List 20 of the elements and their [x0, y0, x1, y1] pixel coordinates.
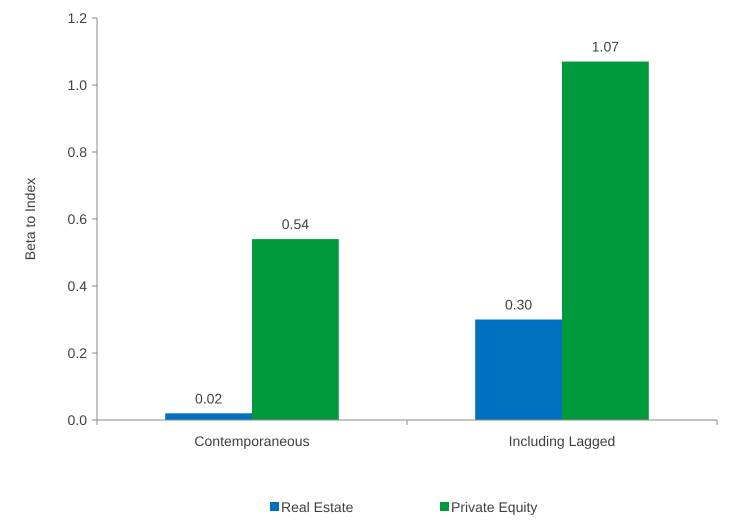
data-label: 0.30 [504, 296, 532, 312]
data-label: 0.54 [282, 216, 310, 232]
y-tick-label: 0.4 [68, 278, 88, 294]
data-label: 1.07 [592, 38, 620, 55]
bar [252, 239, 339, 420]
legend-label: Real Estate [281, 499, 354, 515]
x-tick-label: Including Lagged [508, 433, 616, 449]
bar [165, 413, 252, 420]
bar [562, 62, 649, 420]
legend-label: Private Equity [451, 499, 538, 515]
x-tick-label: Contemporaneous [194, 433, 310, 449]
y-tick-label: 1.0 [68, 76, 88, 93]
y-axis-title: Beta to Index [22, 178, 38, 260]
data-label: 0.02 [194, 390, 222, 406]
y-tick-label: 0.2 [68, 344, 88, 361]
y-tick-label: 1.2 [68, 10, 88, 26]
y-tick-label: 0.6 [68, 210, 88, 227]
bar [475, 320, 562, 420]
y-tick-label: 0.0 [68, 412, 88, 428]
y-tick-label: 0.8 [68, 144, 88, 160]
